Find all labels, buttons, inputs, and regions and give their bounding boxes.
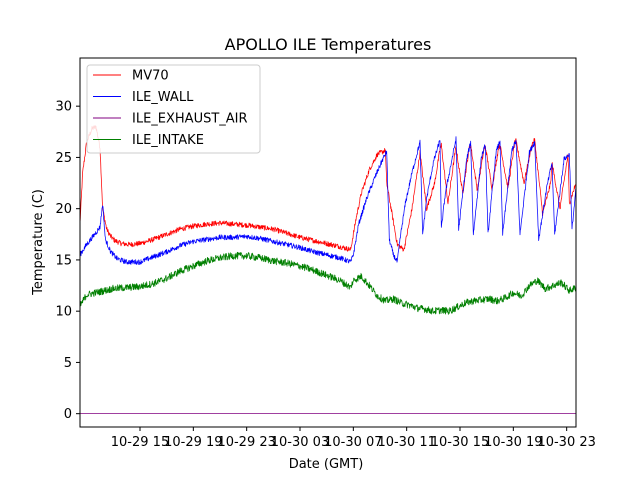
x-tick-label: 10-30 07 bbox=[324, 435, 382, 450]
y-tick-label: 30 bbox=[55, 100, 72, 115]
series-layer bbox=[80, 125, 576, 415]
x-tick-label: 10-30 23 bbox=[537, 435, 595, 450]
x-tick-label: 10-30 15 bbox=[431, 435, 489, 450]
legend-label-ile-exhaust-air: ILE_EXHAUST_AIR bbox=[132, 112, 248, 127]
x-tick-label: 10-29 19 bbox=[164, 435, 222, 450]
legend-box bbox=[86, 64, 261, 154]
legend: MV70 ILE_WALL ILE_EXHAUST_AIR ILE_INTAKE bbox=[86, 64, 261, 154]
y-tick-label: 10 bbox=[55, 305, 72, 320]
plot-area-frame bbox=[79, 57, 577, 428]
y-tick-label: 15 bbox=[55, 253, 72, 268]
x-tick-label: 10-29 23 bbox=[217, 435, 275, 450]
y-tick-label: 25 bbox=[55, 151, 72, 166]
series-line-ile-wall bbox=[80, 136, 576, 265]
y-tick-label: 5 bbox=[64, 356, 72, 371]
series-line-ile-intake bbox=[80, 251, 576, 315]
y-axis-label: Temperature (C) bbox=[31, 189, 46, 296]
legend-label-ile-intake: ILE_INTAKE bbox=[132, 133, 204, 148]
x-tick-label: 10-30 11 bbox=[377, 435, 435, 450]
x-tick-label: 10-30 03 bbox=[271, 435, 329, 450]
x-axis-label: Date (GMT) bbox=[289, 457, 364, 472]
y-axis: 0 5 10 15 20 25 30 bbox=[55, 100, 80, 422]
x-tick-label: 10-29 15 bbox=[111, 435, 169, 450]
legend-label-ile-wall: ILE_WALL bbox=[132, 90, 194, 105]
x-tick-label: 10-30 19 bbox=[484, 435, 542, 450]
y-tick-label: 20 bbox=[55, 202, 72, 217]
legend-label-mv70: MV70 bbox=[132, 69, 169, 84]
y-tick-label: 0 bbox=[64, 407, 72, 422]
chart-title: APOLLO ILE Temperatures bbox=[225, 35, 432, 54]
